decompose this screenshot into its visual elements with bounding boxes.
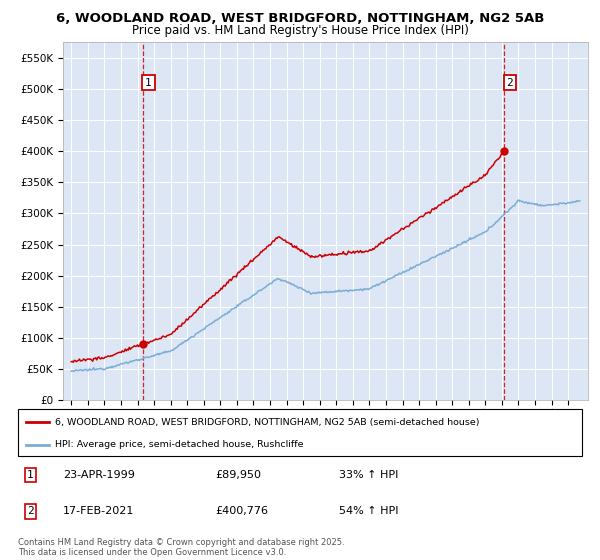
Text: 54% ↑ HPI: 54% ↑ HPI xyxy=(340,506,399,516)
Text: HPI: Average price, semi-detached house, Rushcliffe: HPI: Average price, semi-detached house,… xyxy=(55,440,303,449)
Text: 17-FEB-2021: 17-FEB-2021 xyxy=(63,506,134,516)
Text: Contains HM Land Registry data © Crown copyright and database right 2025.
This d: Contains HM Land Registry data © Crown c… xyxy=(18,538,344,557)
Text: £400,776: £400,776 xyxy=(215,506,268,516)
Text: 33% ↑ HPI: 33% ↑ HPI xyxy=(340,470,399,480)
Text: 2: 2 xyxy=(506,77,513,87)
Text: 6, WOODLAND ROAD, WEST BRIDGFORD, NOTTINGHAM, NG2 5AB: 6, WOODLAND ROAD, WEST BRIDGFORD, NOTTIN… xyxy=(56,12,544,25)
Text: 1: 1 xyxy=(145,77,152,87)
FancyBboxPatch shape xyxy=(18,409,582,456)
Text: 23-APR-1999: 23-APR-1999 xyxy=(63,470,135,480)
Text: 2: 2 xyxy=(27,506,34,516)
Text: 6, WOODLAND ROAD, WEST BRIDGFORD, NOTTINGHAM, NG2 5AB (semi-detached house): 6, WOODLAND ROAD, WEST BRIDGFORD, NOTTIN… xyxy=(55,418,479,427)
Text: Price paid vs. HM Land Registry's House Price Index (HPI): Price paid vs. HM Land Registry's House … xyxy=(131,24,469,37)
Text: 1: 1 xyxy=(27,470,34,480)
Text: £89,950: £89,950 xyxy=(215,470,262,480)
